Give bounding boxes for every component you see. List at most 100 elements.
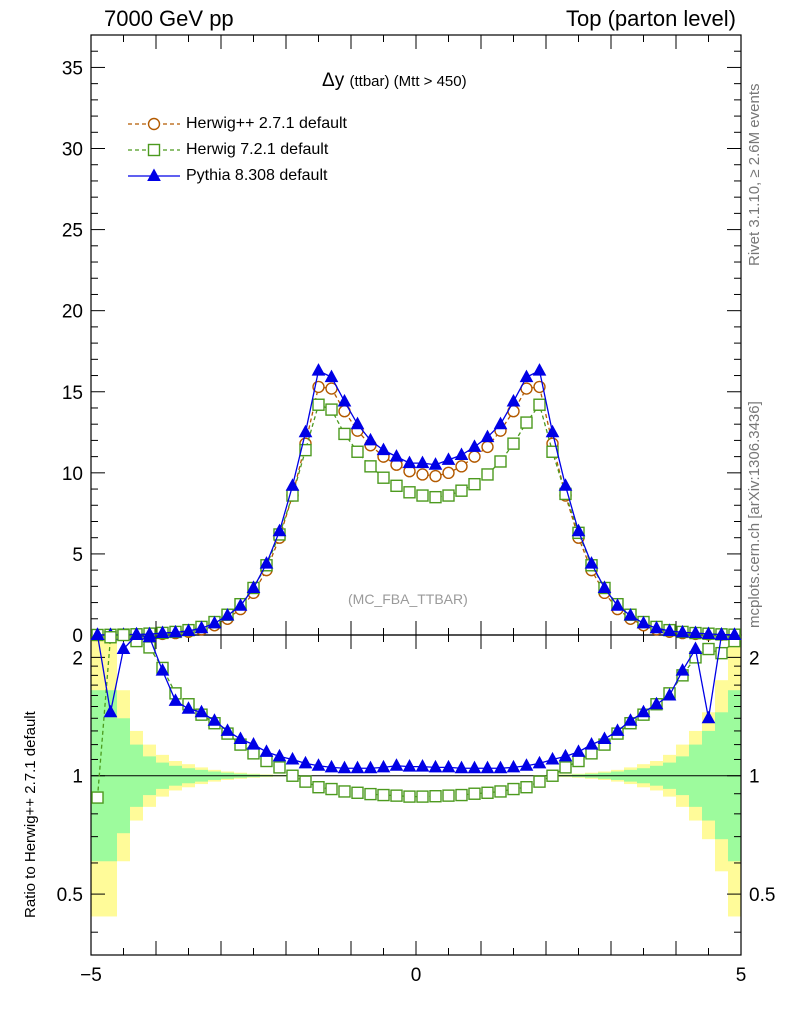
data-point — [558, 748, 573, 762]
data-point — [455, 484, 468, 497]
ratio-tick-label: 2 — [72, 648, 83, 669]
data-point — [597, 731, 612, 745]
rivet-version-label: Rivet 3.1.10, ≥ 2.6M events — [746, 83, 763, 267]
data-point — [493, 760, 508, 774]
data-point — [389, 758, 404, 771]
analysis-watermark: (MC_FBA_TTBAR) — [348, 591, 468, 607]
data-point — [415, 759, 430, 772]
data-point — [311, 758, 326, 771]
data-point — [442, 789, 455, 802]
data-point — [506, 759, 521, 773]
data-point — [494, 785, 507, 798]
data-point — [546, 769, 559, 782]
data-point — [298, 424, 313, 438]
data-point — [532, 755, 547, 769]
y-tick-label: 15 — [62, 383, 83, 404]
data-point — [325, 782, 338, 796]
data-point — [688, 641, 703, 655]
data-point — [389, 449, 404, 462]
data-point — [90, 627, 105, 640]
data-point — [701, 626, 716, 640]
data-point — [416, 489, 429, 502]
data-point — [481, 468, 494, 481]
data-point — [246, 737, 261, 750]
data-point — [715, 646, 728, 660]
data-point — [338, 427, 351, 441]
data-point — [376, 759, 391, 773]
data-point — [207, 615, 222, 629]
x-tick-label: 5 — [736, 965, 747, 986]
data-point — [181, 701, 196, 714]
plot-title: Δy (ttbar) (Mtt > 450) — [322, 70, 467, 92]
data-point — [298, 755, 313, 769]
axes: −5 0 5 0 5 10 15 20 25 30 35 0.5 0.5 1 1 2 2 — [57, 34, 775, 986]
data-point — [147, 143, 161, 157]
data-point — [441, 759, 456, 773]
data-point — [481, 440, 494, 454]
legend-markers — [128, 117, 180, 181]
data-point — [207, 713, 222, 726]
data-point — [636, 704, 651, 718]
data-point — [468, 477, 481, 491]
data-point — [377, 471, 390, 484]
data-point — [285, 478, 300, 491]
data-point — [403, 486, 416, 499]
data-point — [233, 731, 248, 745]
data-point — [662, 687, 677, 701]
data-point — [727, 627, 742, 640]
data-point — [376, 442, 391, 456]
data-point — [545, 751, 560, 765]
data-point — [442, 466, 455, 480]
data-point — [116, 641, 131, 655]
ratio-axis-label: Ratio to Herwig++ 2.7.1 default — [22, 711, 39, 918]
data-point — [155, 625, 170, 639]
data-point — [147, 168, 161, 181]
data-point — [246, 580, 261, 593]
data-point — [325, 403, 338, 416]
data-point — [364, 460, 377, 473]
data-point — [506, 393, 521, 407]
data-point — [571, 744, 586, 757]
data-point — [468, 787, 481, 800]
data-point — [91, 791, 104, 804]
data-point — [220, 607, 235, 621]
header-process-label: Top (parton level) — [566, 6, 736, 31]
data-point — [545, 424, 560, 438]
data-point — [546, 445, 559, 458]
data-point — [519, 758, 534, 771]
data-point — [324, 759, 339, 773]
data-point — [312, 398, 325, 411]
data-point — [533, 398, 546, 411]
legend-entry-pythia: Pythia 8.308 default — [186, 167, 328, 184]
plot-title-sub: (ttbar) (Mtt > 450) — [349, 73, 467, 90]
y-tick-label: 10 — [62, 464, 83, 485]
data-point — [520, 781, 533, 794]
data-point — [519, 369, 534, 383]
data-point — [507, 437, 520, 450]
data-point — [623, 713, 638, 726]
data-point — [259, 744, 274, 757]
data-point — [610, 598, 625, 611]
header-energy-label: 7000 GeV pp — [104, 6, 234, 31]
data-point — [442, 489, 455, 502]
data-point — [520, 416, 533, 429]
legend-entry-herwig7: Herwig 7.2.1 default — [186, 141, 329, 158]
data-point — [559, 761, 572, 774]
data-point — [168, 624, 183, 638]
data-point — [338, 785, 351, 798]
data-point — [155, 663, 170, 676]
y-tick-label: 5 — [72, 545, 83, 566]
data-point — [675, 624, 690, 638]
data-point — [415, 455, 430, 469]
data-point — [428, 457, 443, 470]
data-point — [337, 760, 352, 774]
x-tick-label: −5 — [80, 965, 102, 986]
data-point — [455, 460, 468, 473]
data-point — [481, 786, 494, 799]
data-point — [351, 786, 364, 799]
data-point — [194, 704, 209, 718]
data-point — [363, 760, 378, 774]
data-point — [285, 751, 300, 765]
data-point — [337, 393, 352, 407]
ratio-tick-label: 0.5 — [57, 885, 83, 906]
